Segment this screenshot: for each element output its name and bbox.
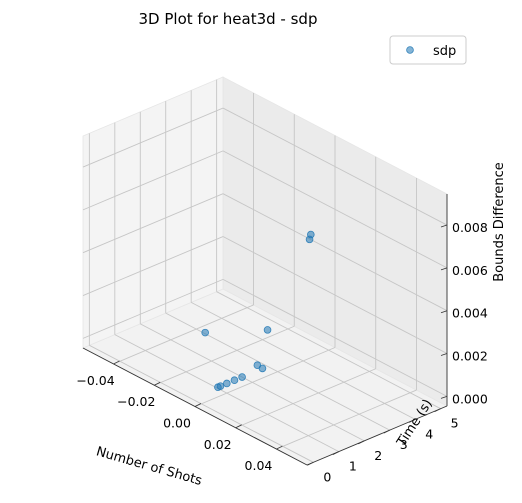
y-tick (383, 429, 390, 434)
z-tick-label: 0.006 (452, 263, 488, 278)
z-tick (440, 395, 448, 399)
x-tick-label: −0.02 (117, 394, 155, 409)
x-tick (154, 381, 161, 386)
y-tick (332, 451, 339, 455)
x-tick-label: 0.04 (245, 458, 273, 473)
y-tick-label: 0 (323, 469, 331, 484)
data-point (214, 383, 222, 392)
z-axis-label: Bounds Difference (492, 162, 507, 282)
z-gridline (222, 193, 448, 312)
z-gridline (82, 193, 224, 254)
z-gridline (222, 150, 448, 269)
z-gridline (82, 236, 224, 296)
x-tick (194, 403, 202, 407)
x-gridline (276, 389, 417, 450)
z-gridline (82, 278, 224, 339)
y-gridline (140, 323, 365, 442)
z-gridline (82, 150, 224, 211)
y-axis-line (306, 405, 448, 466)
data-point (223, 379, 231, 388)
y-tick-label: 5 (451, 416, 459, 431)
y-tick-label: 4 (425, 426, 433, 441)
x-tick-label: 0.00 (163, 416, 191, 431)
legend-label: sdp (433, 44, 456, 59)
y-tick (434, 408, 441, 413)
z-tick (440, 224, 448, 228)
data-point (230, 376, 239, 385)
data-point (253, 361, 262, 370)
y-gridline (190, 302, 416, 420)
x-gridline (113, 304, 254, 365)
legend: sdp (389, 35, 467, 65)
z-tick-label: 0.000 (452, 391, 488, 406)
scatter-points (201, 230, 315, 392)
x-gridline (154, 325, 295, 386)
z-tick (440, 310, 448, 314)
y-gridline (216, 291, 441, 410)
y-tick (409, 419, 416, 423)
z-tick (440, 353, 448, 356)
chart-title: 3D Plot for heat3d - sdp (139, 10, 318, 28)
x-axis-label: Number of Shots (94, 444, 203, 489)
y-tick (358, 440, 365, 445)
z-tick-label: 0.004 (452, 306, 488, 321)
x-tick (113, 360, 120, 365)
y-tick-label: 1 (349, 459, 357, 474)
z-gridline (82, 107, 224, 168)
legend-box (389, 35, 467, 65)
y-tick (307, 461, 314, 466)
x-tick (276, 445, 283, 450)
side-pane (82, 76, 224, 349)
y-gridline (89, 344, 314, 463)
y-gridline (114, 334, 340, 452)
z-gridline (222, 236, 448, 354)
z-tick-label: 0.008 (452, 220, 488, 235)
y-tick-label: 2 (374, 448, 382, 463)
x-tick (235, 424, 242, 429)
data-point (201, 328, 209, 337)
x-gridline (194, 347, 336, 407)
tick-marks: −0.04−0.02 0.00 0.02 0.04 0 1 2 3 4 5 0.000 0.002 0.… (76, 220, 487, 484)
x-gridline (235, 368, 376, 429)
x-tick-label: 0.02 (204, 437, 232, 452)
data-point (263, 326, 272, 334)
z-gridline (222, 278, 448, 397)
x-tick-label: −0.04 (76, 373, 114, 388)
data-point (305, 235, 314, 244)
z-tick (440, 267, 448, 271)
legend-marker (406, 46, 414, 54)
z-tick-label: 0.002 (452, 349, 488, 364)
z-gridline (222, 107, 448, 226)
data-point (238, 373, 246, 381)
y-tick-label: 3 (400, 437, 408, 452)
